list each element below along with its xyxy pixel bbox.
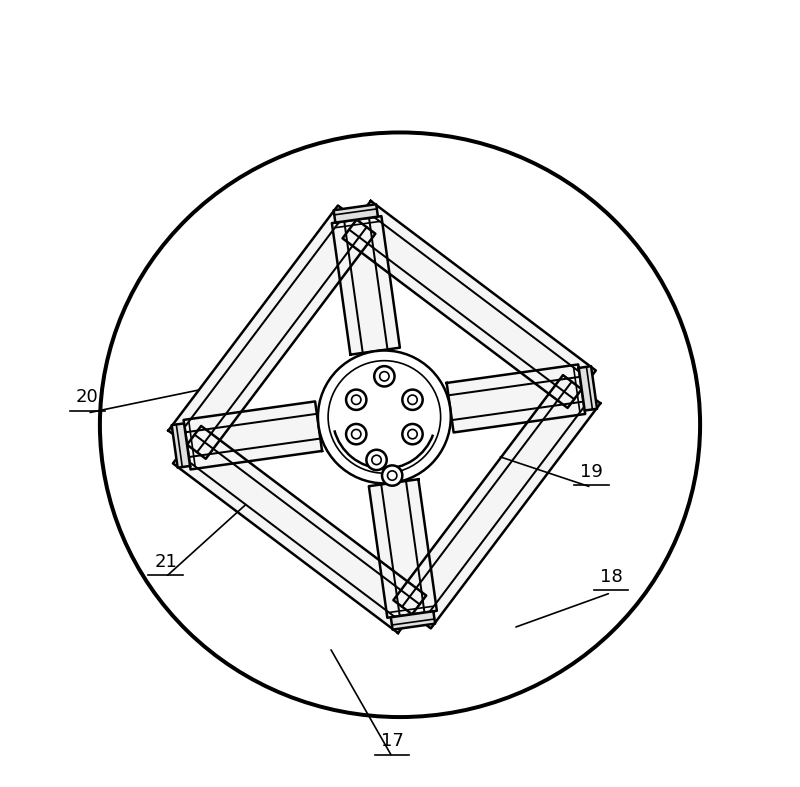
Polygon shape — [183, 401, 322, 469]
Text: 19: 19 — [580, 463, 603, 481]
Polygon shape — [342, 201, 596, 408]
Polygon shape — [391, 611, 435, 630]
Polygon shape — [332, 216, 400, 355]
Polygon shape — [446, 364, 585, 433]
Circle shape — [382, 465, 402, 486]
Polygon shape — [369, 479, 437, 618]
Polygon shape — [168, 205, 375, 459]
Circle shape — [374, 366, 394, 386]
Circle shape — [402, 424, 422, 445]
Circle shape — [346, 390, 366, 410]
Polygon shape — [578, 366, 597, 411]
Polygon shape — [172, 423, 190, 467]
Text: 20: 20 — [76, 389, 98, 406]
Text: 17: 17 — [381, 732, 404, 750]
Text: 21: 21 — [154, 552, 177, 571]
Polygon shape — [394, 375, 601, 628]
Text: 18: 18 — [600, 568, 622, 586]
Circle shape — [318, 350, 450, 483]
Polygon shape — [334, 205, 378, 223]
Circle shape — [402, 390, 422, 410]
Circle shape — [346, 424, 366, 445]
Polygon shape — [173, 426, 426, 633]
Circle shape — [366, 449, 386, 470]
